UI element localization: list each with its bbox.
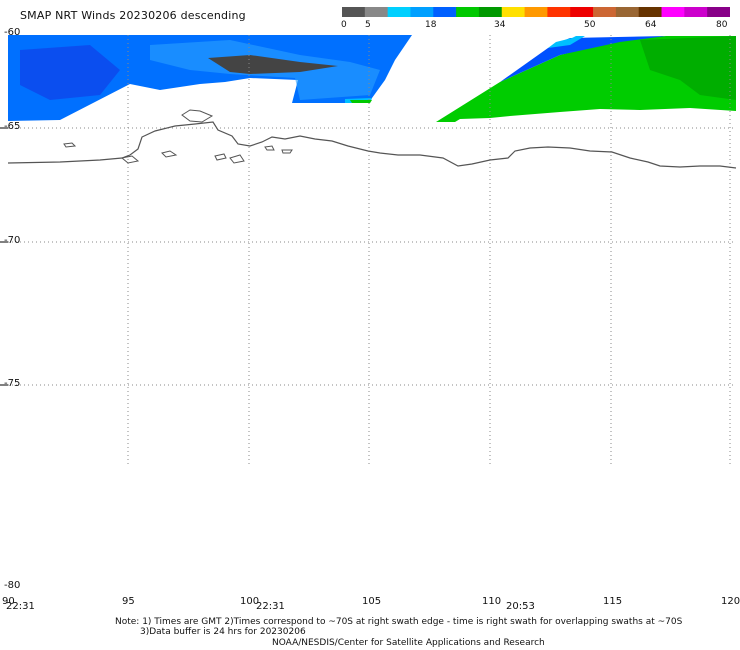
colorbar-label: 80 bbox=[716, 20, 728, 30]
colorbar-label: 5 bbox=[365, 20, 371, 30]
lat-label: -65 bbox=[4, 121, 21, 132]
map-title: SMAP NRT Winds 20230206 descending bbox=[20, 9, 246, 22]
colorbar-cell bbox=[433, 7, 457, 17]
colorbar-cell bbox=[707, 7, 730, 17]
colorbar-cell bbox=[524, 7, 548, 17]
colorbar-cell bbox=[638, 7, 663, 17]
footnote-line: Note: 1) Times are GMT 2)Times correspon… bbox=[115, 617, 683, 627]
lon-label: 105 bbox=[362, 596, 382, 607]
colorbar-cell bbox=[456, 7, 480, 17]
colorbar-cell bbox=[478, 7, 503, 17]
colorbar-cell bbox=[570, 7, 594, 17]
colorbar-cell bbox=[593, 7, 617, 17]
lon-label: 100 bbox=[240, 596, 260, 607]
swath-time-label: 22:31 bbox=[6, 601, 35, 612]
swath-time-label: 22:31 bbox=[256, 601, 285, 612]
wind-swath-left bbox=[8, 35, 412, 121]
colorbar-label: 64 bbox=[645, 20, 657, 30]
colorbar-label: 34 bbox=[494, 20, 506, 30]
lon-label: 110 bbox=[482, 596, 502, 607]
footnote-line: 3)Data buffer is 24 hrs for 20230206 bbox=[140, 627, 306, 637]
colorbar-cell bbox=[615, 7, 640, 17]
colorbar-cell bbox=[501, 7, 526, 17]
wind-swath-right-dark bbox=[640, 36, 736, 100]
wind-speed-colorbar bbox=[342, 7, 730, 17]
lon-label: 120 bbox=[721, 596, 740, 607]
lat-label: -80 bbox=[4, 580, 21, 591]
lon-label: 115 bbox=[603, 596, 623, 607]
colorbar-cell bbox=[342, 7, 366, 17]
wind-swath-left-dark bbox=[20, 45, 120, 100]
colorbar-label: 0 bbox=[341, 20, 347, 30]
lat-label: -70 bbox=[4, 235, 21, 246]
colorbar-label: 50 bbox=[584, 20, 596, 30]
antarctic-coastline bbox=[7, 121, 737, 169]
swath-time-label: 20:53 bbox=[506, 601, 535, 612]
colorbar-cell bbox=[387, 7, 411, 17]
footnote-credit: NOAA/NESDIS/Center for Satellite Applica… bbox=[272, 638, 545, 648]
colorbar-cell bbox=[364, 7, 389, 17]
lat-label: -60 bbox=[4, 27, 21, 38]
lon-label: 90 bbox=[2, 596, 15, 607]
colorbar-cell bbox=[410, 7, 434, 17]
colorbar-label: 18 bbox=[425, 20, 437, 30]
colorbar-cell bbox=[684, 7, 708, 17]
colorbar-cell bbox=[547, 7, 571, 17]
wind-swath-right-blue bbox=[500, 36, 666, 82]
lat-label: -75 bbox=[4, 378, 21, 389]
lon-label: 95 bbox=[122, 596, 135, 607]
wind-swath-low-speed bbox=[208, 55, 338, 74]
colorbar-cell bbox=[661, 7, 685, 17]
